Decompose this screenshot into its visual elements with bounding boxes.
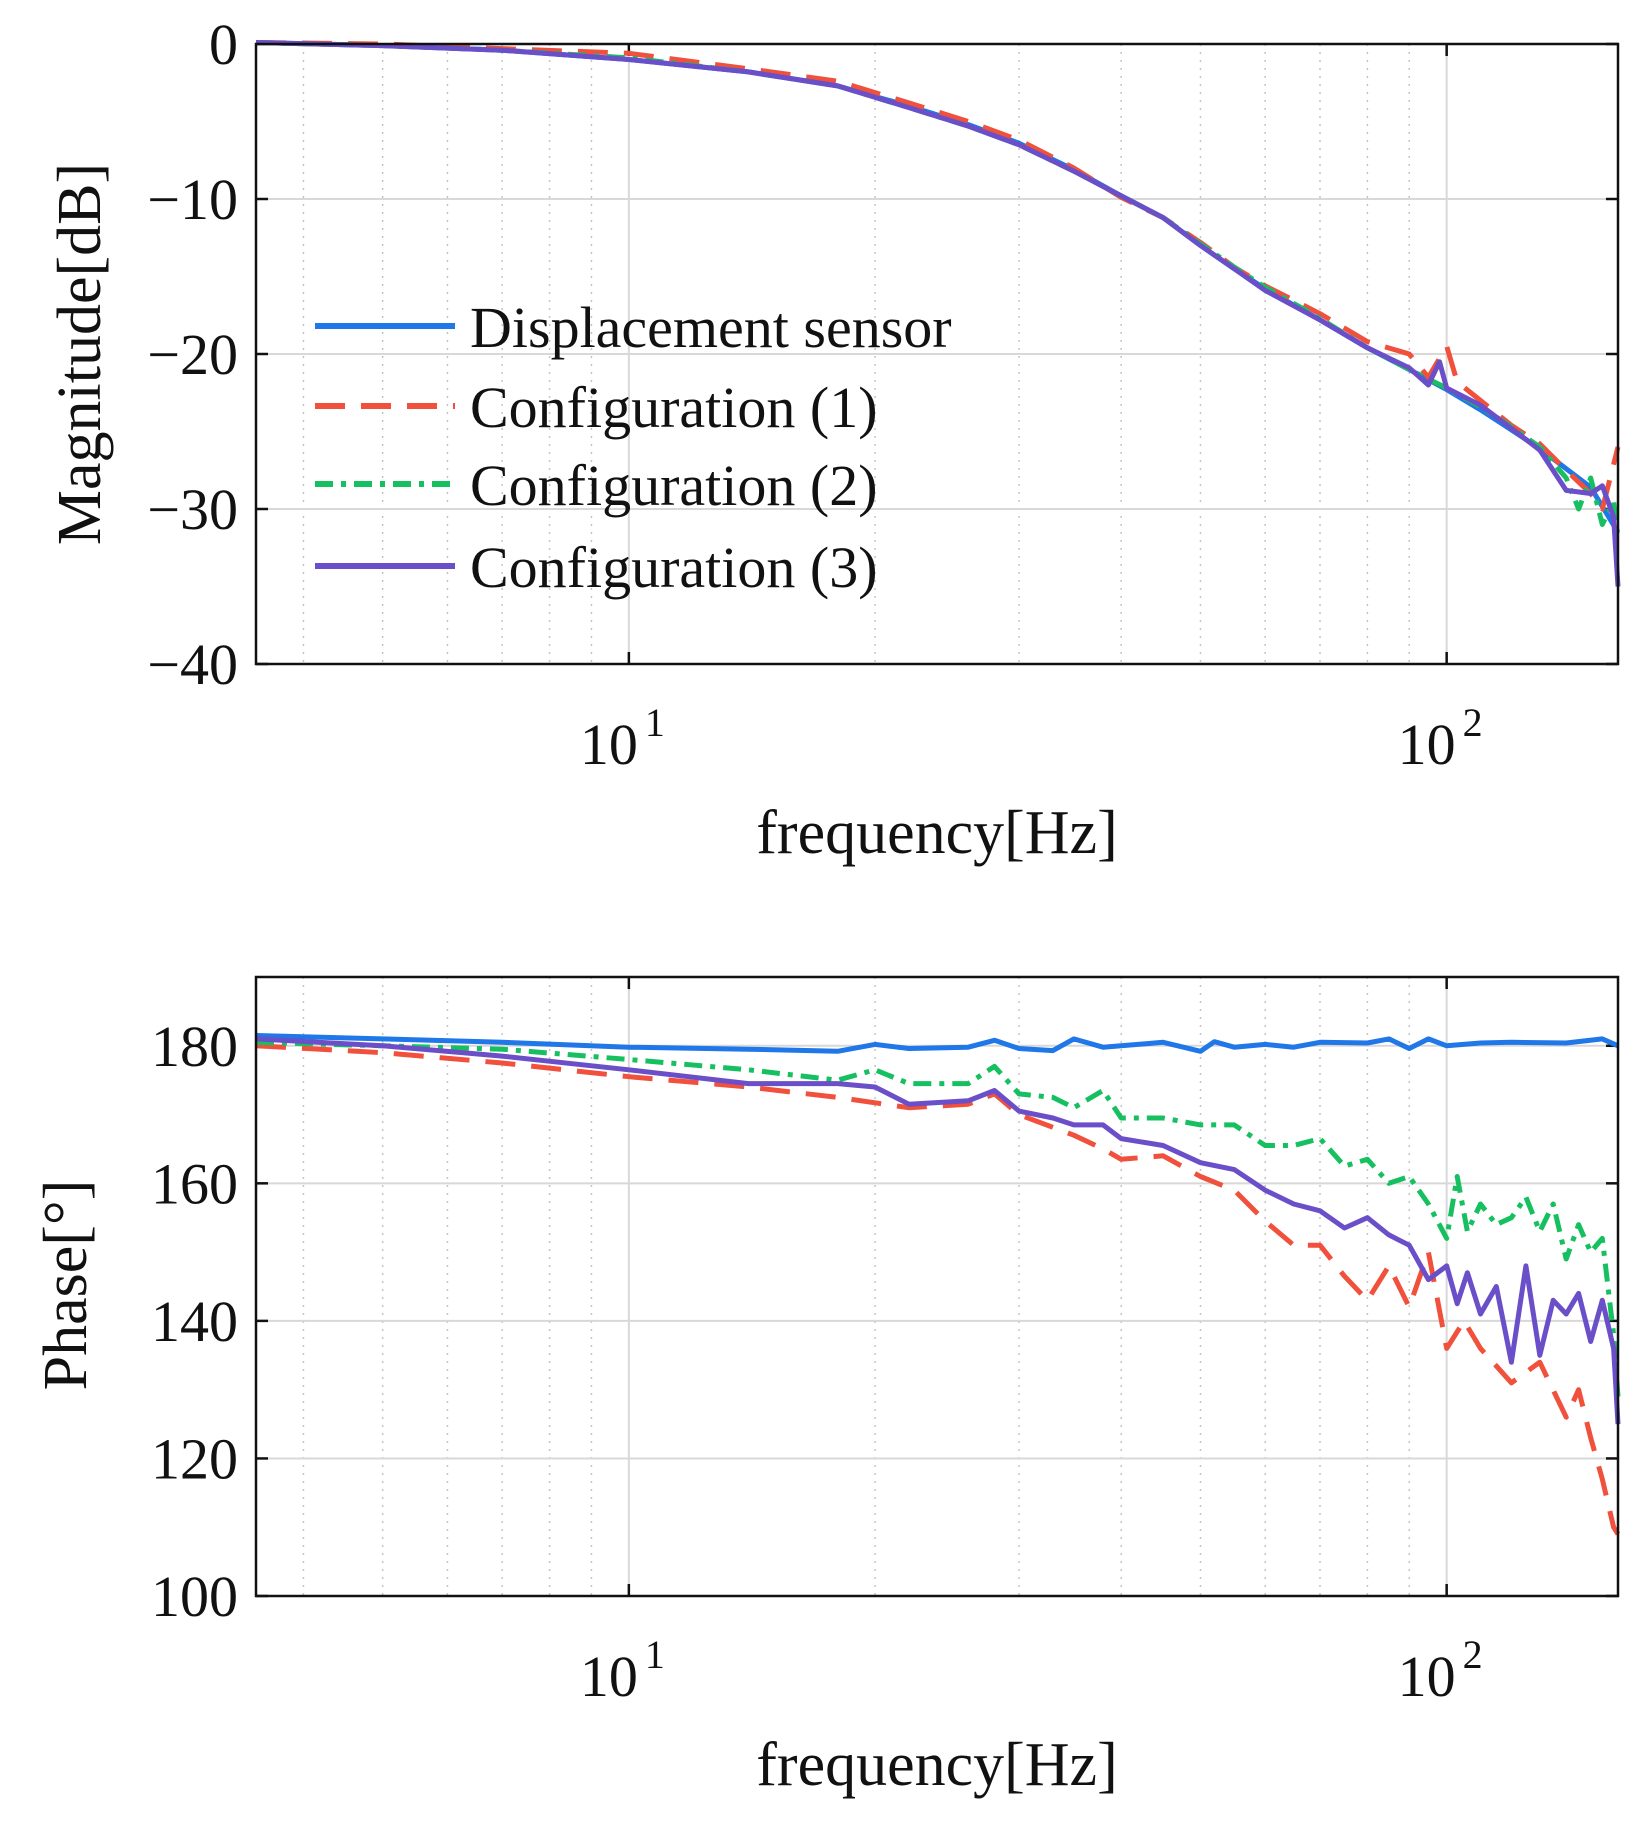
magnitude-y-tick-label: 0 <box>209 12 238 77</box>
magnitude-y-tick-label: −30 <box>147 477 238 542</box>
legend-label-configuration-2: Configuration (2) <box>470 453 878 518</box>
legend-label-configuration-3: Configuration (3) <box>470 535 878 600</box>
legend: Displacement sensor Configuration (1) Co… <box>315 295 952 600</box>
magnitude-x-tick-label: 10 <box>580 712 638 777</box>
phase-x-tick-label: 10 <box>580 1644 638 1709</box>
magnitude-y-tick-labels: 0 −10 −20 −30 −40 <box>147 12 238 697</box>
phase-series-displacement-sensor <box>255 1033 1620 1054</box>
phase-y-axis-label: Phase[°] <box>32 1180 100 1391</box>
legend-label-configuration-1: Configuration (1) <box>470 375 878 440</box>
phase-x-tick-exponent: 2 <box>1463 1632 1483 1677</box>
phase-x-tick-label: 10 <box>1398 1644 1456 1709</box>
legend-label-displacement-sensor: Displacement sensor <box>470 295 952 360</box>
magnitude-axes-frame <box>254 42 1620 666</box>
magnitude-x-axis-label: frequency[Hz] <box>756 799 1117 867</box>
phase-x-axis-label: frequency[Hz] <box>756 1731 1117 1799</box>
magnitude-y-tick-label: −40 <box>147 632 238 697</box>
phase-y-tick-label: 180 <box>151 1014 238 1079</box>
magnitude-grid <box>256 42 1618 666</box>
phase-axes-frame <box>254 975 1620 1598</box>
phase-series <box>255 1033 1621 1536</box>
phase-series-configuration-3 <box>255 1036 1621 1425</box>
magnitude-x-tick-label: 10 <box>1398 712 1456 777</box>
magnitude-series <box>255 40 1621 587</box>
phase-x-tick-labels: 10 1 10 2 <box>580 1632 1483 1709</box>
magnitude-y-tick-label: −10 <box>147 167 238 232</box>
phase-x-tick-exponent: 1 <box>645 1632 665 1677</box>
magnitude-x-tick-exponent: 1 <box>645 700 665 745</box>
magnitude-y-axis-label: Magnitude[dB] <box>46 163 114 545</box>
phase-series-configuration-2 <box>255 1039 1621 1397</box>
magnitude-x-tick-exponent: 2 <box>1463 700 1483 745</box>
phase-y-tick-label: 120 <box>151 1426 238 1491</box>
magnitude-series-configuration-3 <box>255 40 1621 587</box>
phase-y-tick-labels: 100 120 140 160 180 <box>151 1014 238 1629</box>
magnitude-x-tick-labels: 10 1 10 2 <box>580 700 1483 777</box>
phase-grid <box>256 977 1618 1598</box>
magnitude-y-tick-label: −20 <box>147 322 238 387</box>
phase-y-tick-label: 140 <box>151 1289 238 1354</box>
magnitude-panel: 0−10−20−30−40 10 1 10 2 frequency[Hz] Magni… <box>46 12 1621 867</box>
phase-y-tick-label: 100 <box>151 1564 238 1629</box>
phase-y-tick-label: 160 <box>151 1151 238 1216</box>
